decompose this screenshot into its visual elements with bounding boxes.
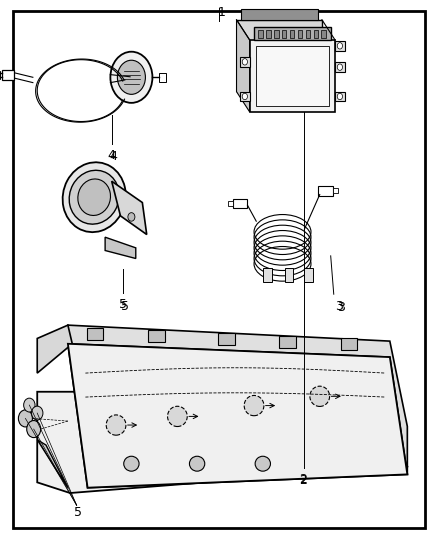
FancyBboxPatch shape xyxy=(254,27,331,40)
Circle shape xyxy=(337,64,343,70)
Circle shape xyxy=(337,93,343,100)
FancyBboxPatch shape xyxy=(341,338,357,350)
FancyBboxPatch shape xyxy=(256,46,328,106)
Polygon shape xyxy=(237,20,250,112)
Circle shape xyxy=(110,52,152,103)
Polygon shape xyxy=(37,325,72,373)
FancyBboxPatch shape xyxy=(335,62,345,72)
Text: 5: 5 xyxy=(74,506,82,519)
Ellipse shape xyxy=(310,386,330,407)
Circle shape xyxy=(337,43,343,49)
Text: 3: 3 xyxy=(335,300,343,313)
FancyBboxPatch shape xyxy=(298,30,302,38)
FancyBboxPatch shape xyxy=(333,188,338,193)
Ellipse shape xyxy=(63,162,126,232)
FancyBboxPatch shape xyxy=(228,201,233,206)
Ellipse shape xyxy=(168,406,187,426)
FancyBboxPatch shape xyxy=(258,30,263,38)
FancyBboxPatch shape xyxy=(314,30,318,38)
Circle shape xyxy=(128,213,135,221)
FancyBboxPatch shape xyxy=(159,73,166,82)
Polygon shape xyxy=(68,325,407,474)
FancyBboxPatch shape xyxy=(304,268,313,282)
FancyBboxPatch shape xyxy=(87,328,103,340)
FancyBboxPatch shape xyxy=(266,30,271,38)
FancyBboxPatch shape xyxy=(335,41,345,51)
Ellipse shape xyxy=(69,170,119,224)
FancyBboxPatch shape xyxy=(2,70,14,80)
Circle shape xyxy=(32,406,43,420)
FancyBboxPatch shape xyxy=(13,11,425,528)
FancyBboxPatch shape xyxy=(321,30,326,38)
Circle shape xyxy=(117,60,145,94)
Ellipse shape xyxy=(78,179,110,215)
FancyBboxPatch shape xyxy=(241,9,318,20)
Ellipse shape xyxy=(244,395,264,416)
Text: 2: 2 xyxy=(300,474,307,487)
Text: 2: 2 xyxy=(300,473,307,486)
FancyBboxPatch shape xyxy=(279,336,296,348)
FancyBboxPatch shape xyxy=(233,199,247,208)
FancyBboxPatch shape xyxy=(237,20,322,92)
FancyBboxPatch shape xyxy=(148,330,165,342)
Polygon shape xyxy=(68,344,407,488)
FancyBboxPatch shape xyxy=(306,30,310,38)
FancyBboxPatch shape xyxy=(274,30,279,38)
FancyBboxPatch shape xyxy=(263,268,272,282)
Text: 5: 5 xyxy=(119,298,127,311)
FancyBboxPatch shape xyxy=(290,30,294,38)
Polygon shape xyxy=(37,440,68,488)
Polygon shape xyxy=(68,344,407,488)
FancyBboxPatch shape xyxy=(250,40,335,112)
Ellipse shape xyxy=(189,456,205,471)
Circle shape xyxy=(242,59,247,65)
Polygon shape xyxy=(112,181,147,235)
Ellipse shape xyxy=(255,456,271,471)
Text: 4: 4 xyxy=(108,149,116,162)
Text: 4: 4 xyxy=(109,150,117,163)
Circle shape xyxy=(27,421,41,438)
Polygon shape xyxy=(105,237,136,259)
FancyBboxPatch shape xyxy=(240,57,250,67)
Circle shape xyxy=(242,93,247,100)
Text: 1: 1 xyxy=(217,6,225,19)
Circle shape xyxy=(24,398,35,412)
Text: 5: 5 xyxy=(121,300,129,312)
FancyBboxPatch shape xyxy=(282,30,286,38)
FancyBboxPatch shape xyxy=(218,333,235,345)
Ellipse shape xyxy=(106,415,126,435)
FancyBboxPatch shape xyxy=(318,186,333,196)
Polygon shape xyxy=(37,392,407,493)
FancyBboxPatch shape xyxy=(335,92,345,101)
Text: 3: 3 xyxy=(337,301,345,313)
FancyBboxPatch shape xyxy=(285,268,293,282)
FancyBboxPatch shape xyxy=(240,92,250,101)
Ellipse shape xyxy=(124,456,139,471)
Circle shape xyxy=(18,410,32,427)
